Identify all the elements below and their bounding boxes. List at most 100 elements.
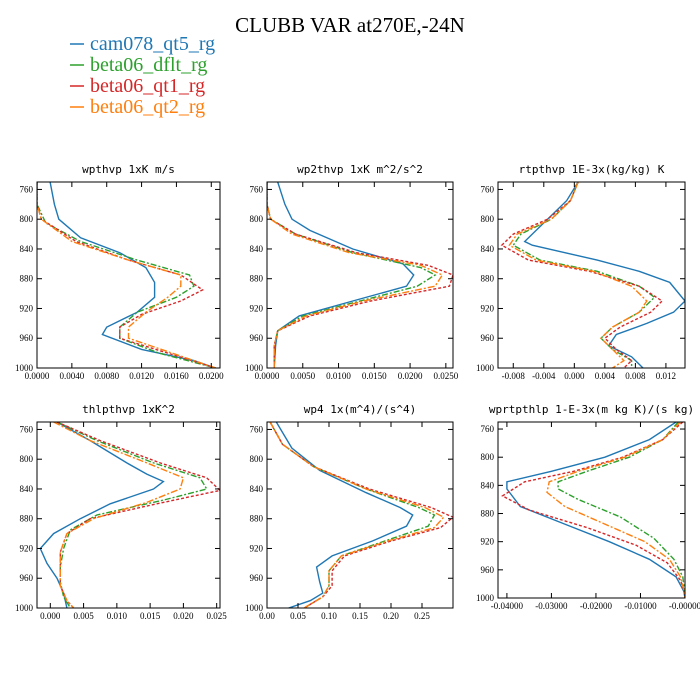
y-tick-label: 840 xyxy=(250,244,264,254)
y-tick-label: 880 xyxy=(481,509,495,519)
y-tick-label: 920 xyxy=(20,543,34,553)
series-line-beta06_qt2_rg xyxy=(53,422,185,608)
x-tick-label: 0.0200 xyxy=(398,371,423,381)
y-tick-label: 960 xyxy=(20,333,34,343)
y-tick-label: 880 xyxy=(481,274,495,284)
y-tick-label: 920 xyxy=(20,303,34,313)
chart-panel: thlpthvp 1xK^2 760 800 840 880 920 960 1000 0.00… xyxy=(15,403,227,621)
legend-item: cam078_qt5_rg xyxy=(70,33,215,55)
x-tick-label: -0.04000 xyxy=(491,601,524,611)
y-tick-label: 760 xyxy=(20,184,34,194)
y-tick-label: 1000 xyxy=(15,603,34,613)
legend-item: beta06_qt1_rg xyxy=(70,75,205,97)
x-tick-label: 0.0050 xyxy=(290,371,315,381)
plot-frame xyxy=(36,181,221,369)
panel-title: wp4 1x(m^4)/(s^4) xyxy=(304,403,417,416)
y-tick-label: 760 xyxy=(481,424,495,434)
series-line-beta06_qt1_rg xyxy=(267,182,453,368)
chart-panels: wpthvp 1xK m/s76080084088092096010000.00… xyxy=(15,163,700,621)
y-tick-label: 880 xyxy=(250,274,264,284)
x-tick-label: 0.20 xyxy=(383,611,399,621)
y-tick-label: 840 xyxy=(20,484,34,494)
chart-panel: wprtpthlp 1-E-3x(m kg K)/(s kg) 760 800 840… xyxy=(476,403,700,611)
y-tick-label: 960 xyxy=(250,333,264,343)
y-tick-label: 960 xyxy=(481,565,495,575)
y-tick-label: 960 xyxy=(481,333,495,343)
chart-panel: wpthvp 1xK m/s76080084088092096010000.00… xyxy=(15,163,224,381)
y-tick-label: 760 xyxy=(250,184,264,194)
series-group xyxy=(500,182,685,368)
x-tick-label: 0.015 xyxy=(140,611,161,621)
x-tick-label: 0.0000 xyxy=(25,371,50,381)
y-tick-label: 880 xyxy=(20,274,34,284)
panel-title: wpthvp 1xK m/s xyxy=(82,163,175,176)
x-tick-label: -0.03000 xyxy=(535,601,568,611)
x-tick-label: 0.25 xyxy=(414,611,430,621)
x-tick-label: 0.0200 xyxy=(199,371,224,381)
y-tick-label: 800 xyxy=(481,452,495,462)
series-line-cam078_qt5_rg xyxy=(49,182,216,368)
x-tick-label: 0.020 xyxy=(173,611,194,621)
x-tick-label: -0.008 xyxy=(502,371,526,381)
y-tick-label: 920 xyxy=(250,303,264,313)
y-tick-label: 760 xyxy=(20,424,34,434)
y-tick-label: 1000 xyxy=(476,593,495,603)
series-line-cam078_qt5_rg xyxy=(506,422,685,598)
plot-frame xyxy=(497,181,686,369)
series-group xyxy=(37,182,216,368)
x-tick-label: -0.01000 xyxy=(624,601,657,611)
series-line-beta06_qt2_rg xyxy=(508,182,648,368)
y-tick-label: 920 xyxy=(481,537,495,547)
series-line-beta06_qt1_rg xyxy=(56,422,220,608)
series-line-cam078_qt5_rg xyxy=(273,182,415,368)
x-tick-label: 0.000 xyxy=(564,371,585,381)
legend-label: beta06_qt2_rg xyxy=(90,96,205,118)
series-group xyxy=(501,422,685,598)
y-tick-label: 760 xyxy=(250,424,264,434)
x-tick-label: 0.0120 xyxy=(129,371,154,381)
legend-label: beta06_qt1_rg xyxy=(90,75,205,97)
series-line-beta06_dflt_rg xyxy=(267,182,437,368)
y-tick-label: 840 xyxy=(20,244,34,254)
series-line-beta06_dflt_rg xyxy=(557,422,685,598)
panel-title: wprtpthlp 1-E-3x(m kg K)/(s kg) xyxy=(489,403,694,416)
series-line-beta06_qt1_rg xyxy=(500,182,664,368)
plot-frame xyxy=(266,181,454,369)
legend-item: beta06_qt2_rg xyxy=(70,96,205,118)
series-line-cam078_qt5_rg xyxy=(523,182,685,368)
chart-panel: wp2thvp 1xK m^2/s^2 760 800 840 880 920 960 100… xyxy=(245,163,459,381)
series-line-beta06_qt2_rg xyxy=(267,182,444,368)
x-tick-label: 0.0040 xyxy=(59,371,84,381)
series-group xyxy=(39,422,220,608)
legend-item: beta06_dflt_rg xyxy=(70,54,207,76)
figure-title: CLUBB VAR at270E,-24N xyxy=(235,13,465,37)
y-tick-label: 1000 xyxy=(245,603,264,613)
x-tick-label: 0.010 xyxy=(107,611,128,621)
x-tick-label: 0.0000 xyxy=(255,371,280,381)
y-tick-label: 840 xyxy=(481,480,495,490)
x-tick-label: -0.004 xyxy=(532,371,556,381)
x-tick-label: 0.0250 xyxy=(433,371,458,381)
plot-frame xyxy=(497,421,686,599)
x-tick-label: 0.10 xyxy=(321,611,337,621)
x-tick-label: 0.0100 xyxy=(326,371,351,381)
y-tick-label: 920 xyxy=(481,303,495,313)
series-group xyxy=(269,422,453,608)
y-tick-label: 800 xyxy=(481,214,495,224)
x-tick-label: 0.00 xyxy=(259,611,275,621)
series-group xyxy=(267,182,453,368)
x-tick-label: 0.008 xyxy=(625,371,646,381)
x-tick-label: -0.02000 xyxy=(580,601,613,611)
legend-label: cam078_qt5_rg xyxy=(90,33,215,55)
y-tick-label: 1000 xyxy=(245,363,264,373)
series-line-beta06_qt2_rg xyxy=(546,422,685,598)
x-tick-label: -0.00000 xyxy=(669,601,700,611)
y-tick-label: 800 xyxy=(20,454,34,464)
y-tick-label: 960 xyxy=(250,573,264,583)
legend: cam078_qt5_rgbeta06_dflt_rgbeta06_qt1_rg… xyxy=(70,33,215,118)
y-tick-label: 800 xyxy=(20,214,34,224)
series-line-beta06_qt2_rg xyxy=(269,422,445,608)
chart-panel: rtpthvp 1E-3x(kg/kg) K 760 800 840 880 920 960… xyxy=(476,163,686,381)
y-tick-label: 1000 xyxy=(476,363,495,373)
y-tick-label: 800 xyxy=(250,214,264,224)
